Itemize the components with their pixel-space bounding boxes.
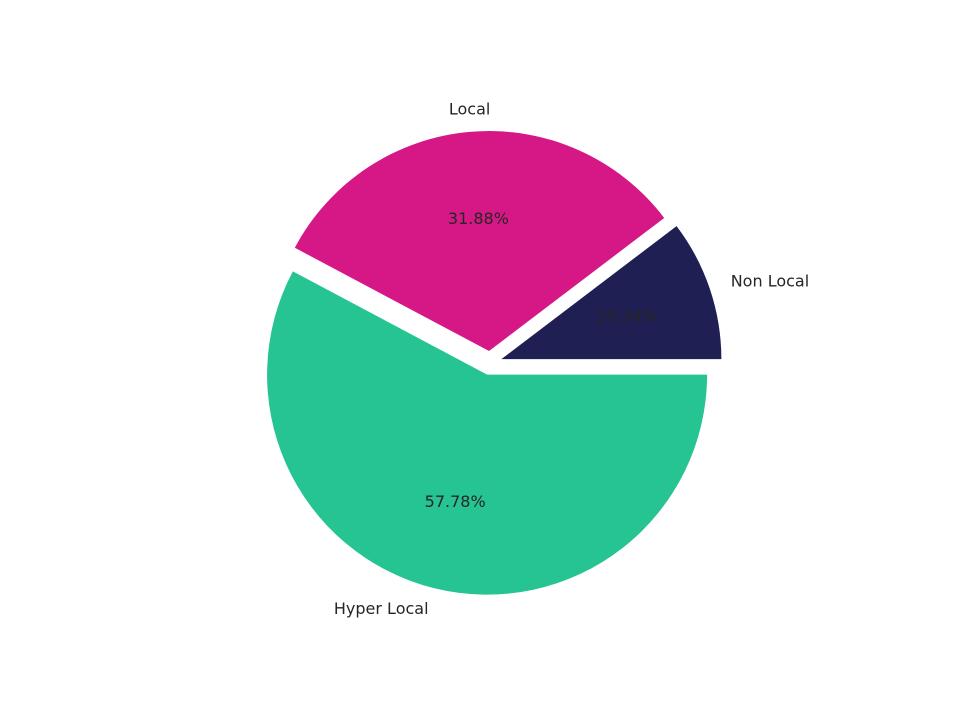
slice-label: Non Local [731,271,809,290]
slice-value-label: 57.78% [425,492,486,511]
pie-slice [501,226,722,360]
slice-value-label: 10.34% [596,307,657,326]
slice-label: Local [449,99,490,118]
pie-slice [267,271,708,595]
slice-label: Hyper Local [334,599,429,618]
slice-value-label: 31.88% [448,209,509,228]
pie-slice [294,131,665,352]
